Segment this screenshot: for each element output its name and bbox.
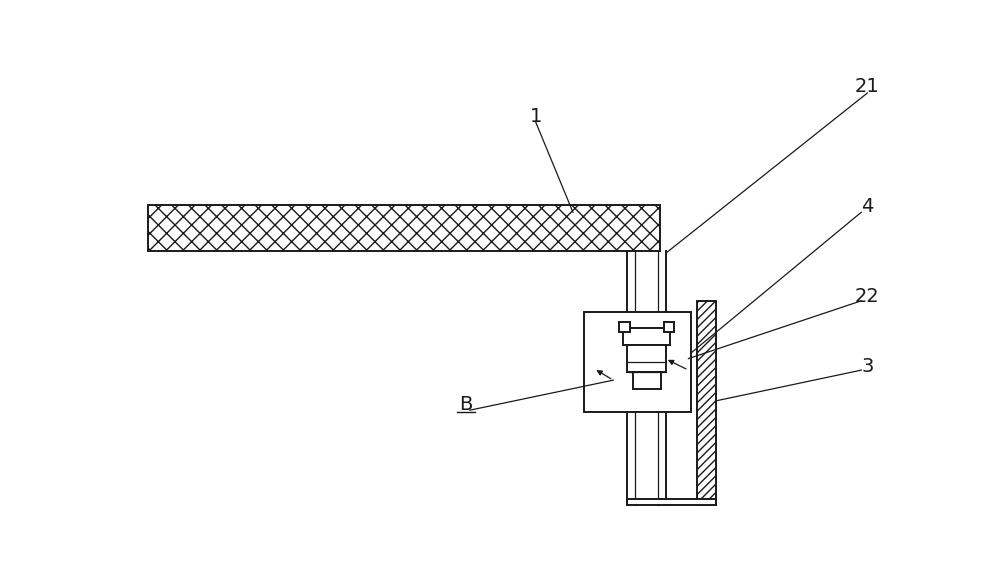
Text: 21: 21 (855, 77, 880, 96)
Bar (627, 499, 716, 505)
Bar (584, 313, 691, 413)
Bar (148, 205, 660, 251)
Bar (664, 322, 674, 332)
Text: 4: 4 (861, 197, 874, 217)
Text: 22: 22 (855, 288, 880, 307)
Bar (627, 345, 666, 372)
Bar (697, 301, 716, 505)
Bar (623, 328, 670, 345)
Bar (633, 372, 661, 389)
Text: 3: 3 (861, 357, 874, 376)
Text: 1: 1 (530, 107, 542, 126)
Text: B: B (459, 395, 473, 414)
Bar (619, 322, 630, 332)
